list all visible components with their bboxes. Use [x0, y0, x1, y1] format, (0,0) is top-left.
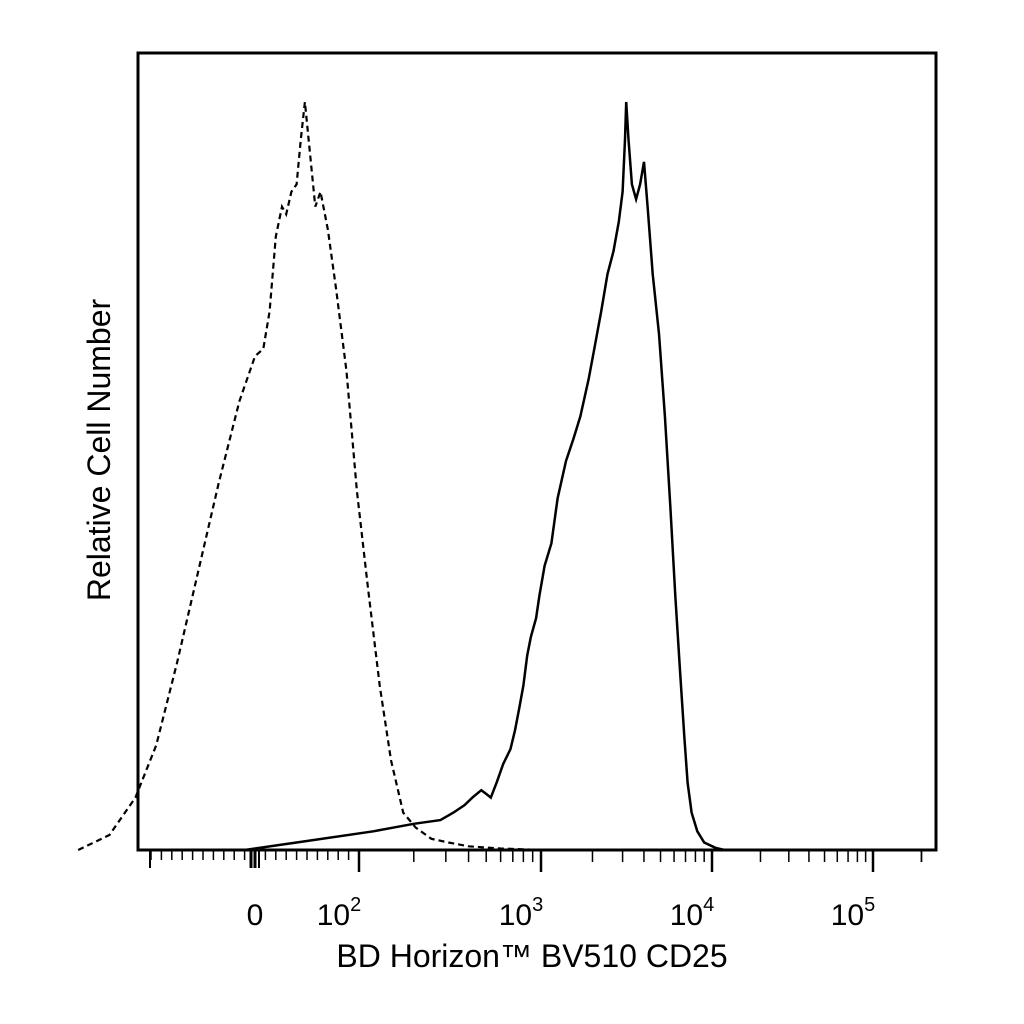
stained-histogram — [244, 101, 725, 852]
x-axis-label: BD Horizon™ BV510 CD25 — [336, 938, 727, 974]
series-layer — [77, 101, 725, 852]
plot-frame — [136, 51, 938, 852]
x-tick-label: 102 — [317, 894, 362, 932]
x-axis-ticks — [149, 850, 923, 872]
x-tick-label: 105 — [831, 894, 876, 932]
x-tick-label: 103 — [499, 894, 544, 932]
isotype-control-histogram — [77, 101, 542, 852]
x-axis-tick-labels: 0 102 103 104 105 — [247, 894, 876, 932]
y-axis-label: Relative Cell Number — [81, 298, 117, 601]
x-tick-label: 0 — [247, 899, 264, 932]
x-tick-label: 104 — [670, 894, 715, 932]
